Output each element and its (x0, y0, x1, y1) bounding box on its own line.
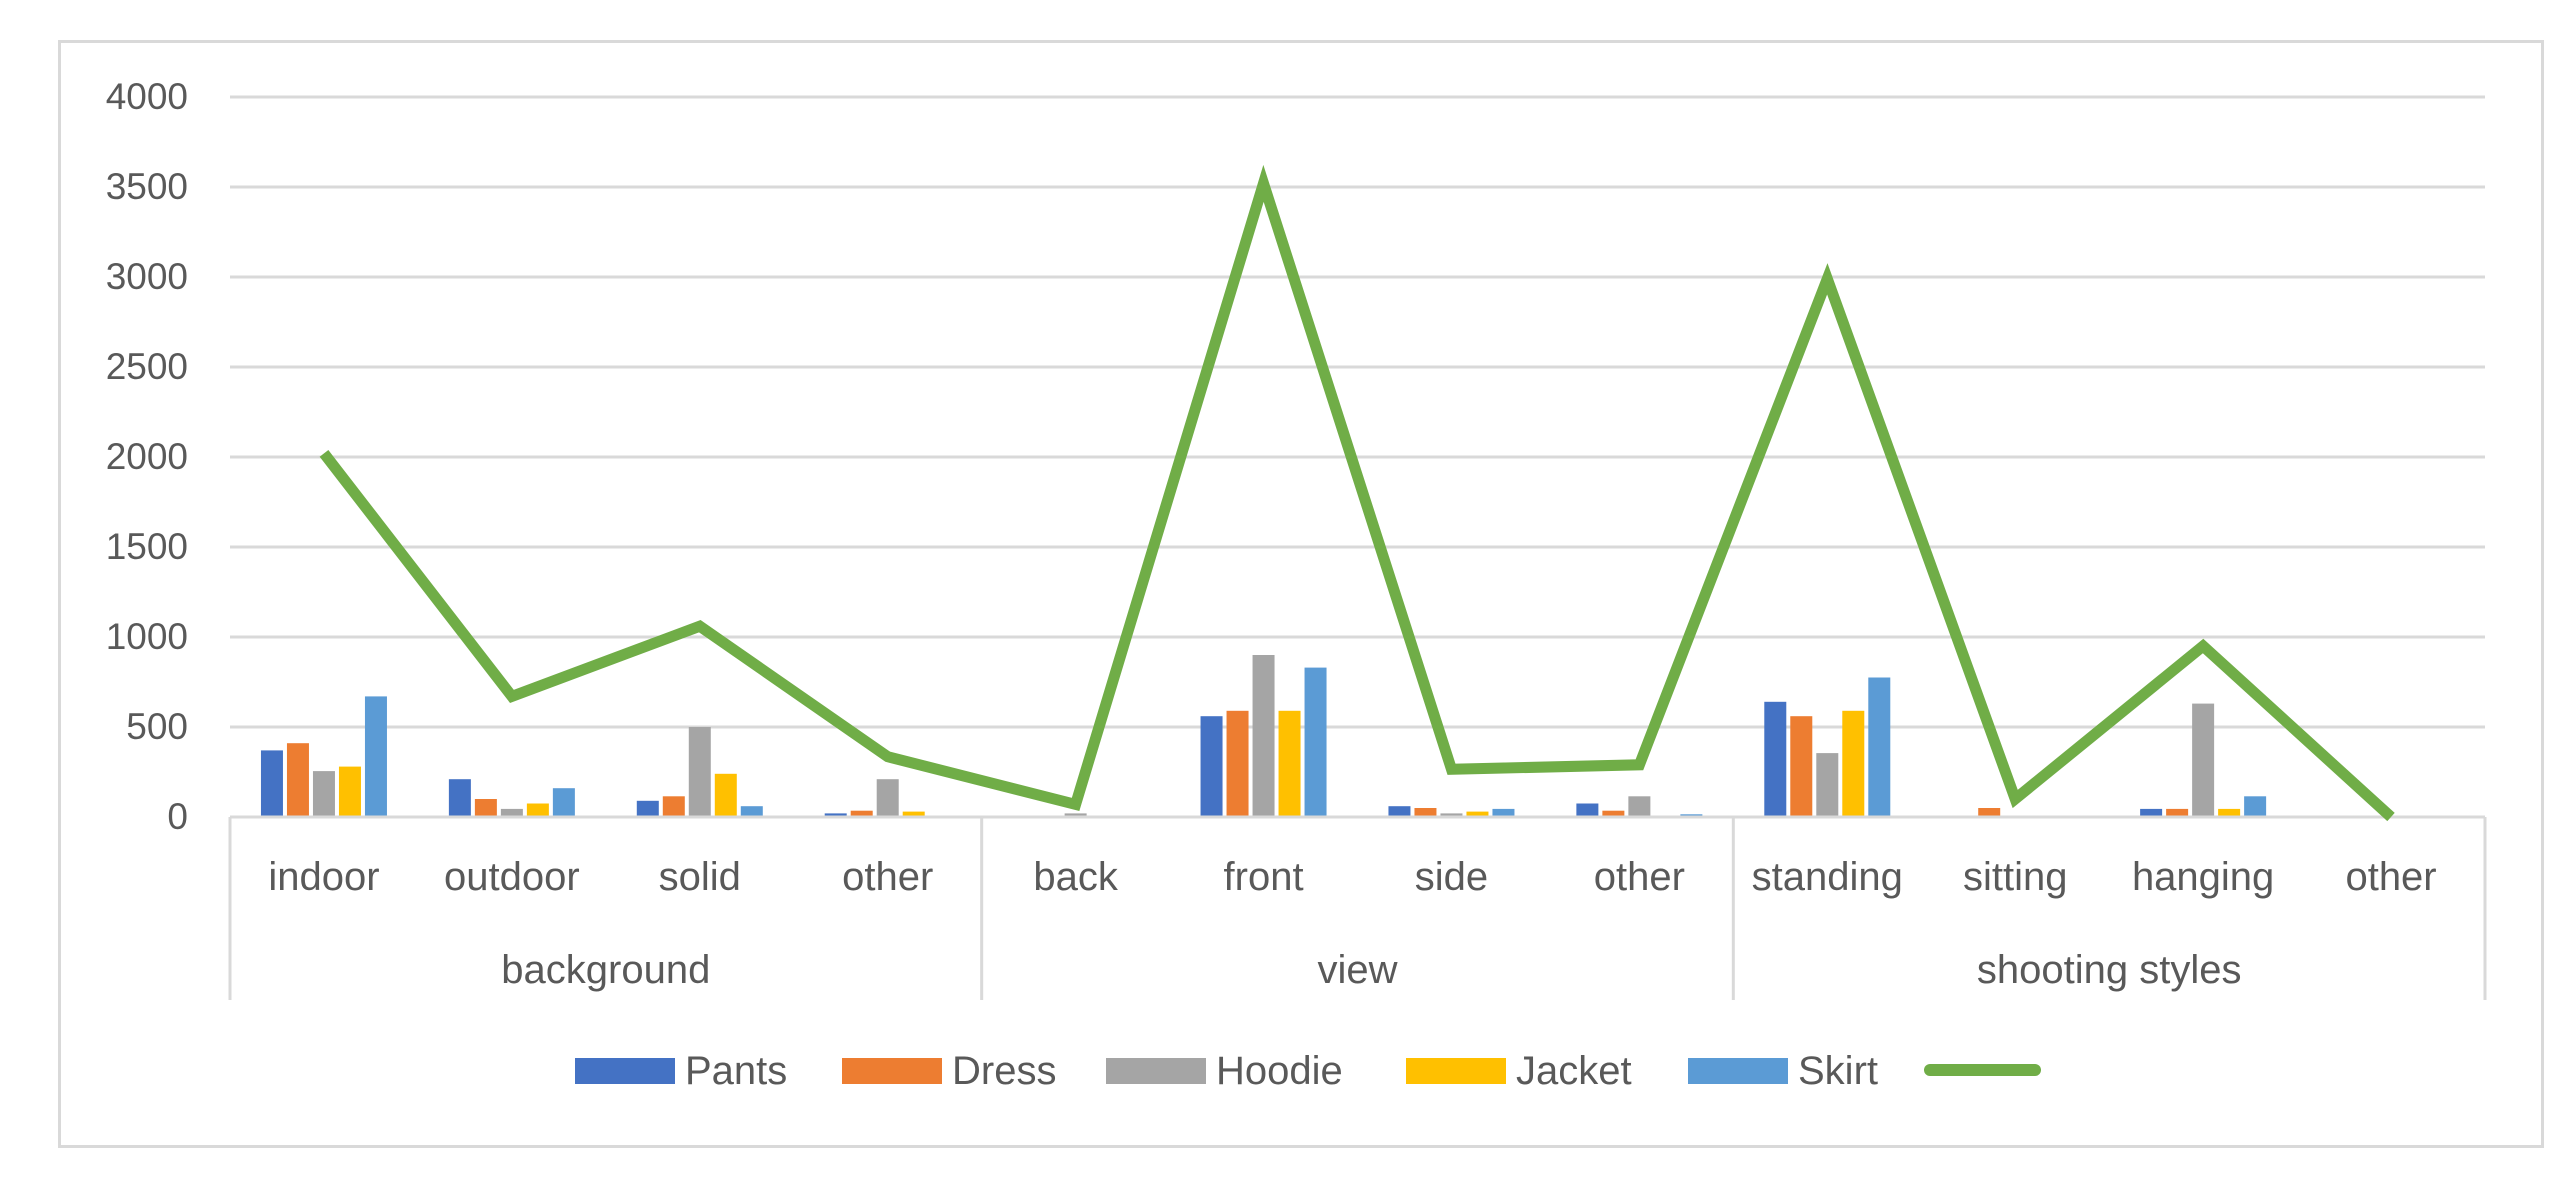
bar-hoodie-hanging (2192, 703, 2215, 817)
bar-skirt-standing (1868, 677, 1891, 817)
bar-pants-other (1576, 803, 1599, 817)
y-tick-label: 2000 (106, 436, 188, 477)
legend-swatch-pants (575, 1058, 675, 1084)
bar-skirt-indoor (364, 696, 387, 817)
y-tick-label: 1500 (106, 526, 188, 567)
bar-dress-solid (662, 796, 685, 817)
y-tick-label: 3000 (106, 256, 188, 297)
bars (260, 655, 2267, 817)
x-tick-label: standing (1752, 855, 1903, 899)
bar-hoodie-back (1064, 813, 1087, 817)
x-tick-label: other (1594, 855, 1685, 899)
bar-hoodie-other (876, 779, 899, 817)
bar-hoodie-standing (1816, 753, 1839, 817)
bar-hoodie-side (1440, 813, 1463, 817)
x-group-label: view (1317, 948, 1397, 992)
bar-skirt-side (1492, 808, 1515, 817)
legend-label: Jacket (1516, 1049, 1632, 1093)
bar-pants-standing (1764, 701, 1787, 817)
bar-jacket-hanging (2218, 808, 2241, 817)
bar-hoodie-other (1628, 796, 1651, 817)
bar-jacket-side (1466, 811, 1489, 817)
bar-jacket-other (902, 811, 925, 817)
bar-dress-side (1414, 808, 1437, 817)
bar-skirt-solid (740, 806, 763, 817)
x-group-label: background (501, 948, 710, 992)
x-group-label: shooting styles (1977, 948, 2242, 992)
x-tick-label: back (1033, 855, 1118, 899)
bar-jacket-front (1278, 710, 1301, 817)
bar-dress-other (850, 810, 873, 817)
bar-pants-hanging (2140, 808, 2163, 817)
bar-pants-indoor (260, 750, 283, 817)
y-axis-ticks: 0 500 1000 1500 2000 2500 3000 3500 4000 (106, 76, 188, 837)
legend-label: Hoodie (1216, 1049, 1343, 1093)
legend-swatch-hoodie (1106, 1058, 1206, 1084)
bar-dress-sitting (1978, 808, 2001, 817)
chart-frame (58, 40, 2544, 1148)
bar-hoodie-front (1252, 655, 1275, 817)
x-tick-label: outdoor (444, 855, 580, 899)
bar-skirt-outdoor (552, 788, 575, 817)
y-tick-label: 3500 (106, 166, 188, 207)
x-tick-label: sitting (1963, 855, 2068, 899)
bar-pants-outdoor (448, 779, 471, 817)
x-tick-label: front (1224, 855, 1304, 899)
legend-label: Dress (952, 1049, 1056, 1093)
y-tick-label: 0 (167, 796, 188, 837)
bar-jacket-standing (1842, 710, 1865, 817)
x-axis-categories: indoor outdoor solid other back front side othe… (268, 855, 2436, 899)
legend: Pants Dress Hoodie Jacket Skirt (575, 1049, 2041, 1093)
bar-dress-outdoor (474, 799, 497, 817)
x-axis-groups: background view shooting styles (501, 948, 2241, 992)
bar-jacket-indoor (338, 766, 361, 817)
legend-label: Pants (685, 1049, 787, 1093)
bar-dress-hanging (2166, 808, 2189, 817)
y-tick-label: 500 (126, 706, 188, 747)
legend-label: Skirt (1798, 1049, 1878, 1093)
bar-hoodie-solid (688, 727, 711, 817)
bar-skirt-front (1304, 667, 1327, 817)
bar-pants-other (824, 813, 847, 817)
x-tick-label: other (842, 855, 933, 899)
legend-swatch-jacket (1406, 1058, 1506, 1084)
line-series (319, 164, 2395, 822)
y-tick-label: 2500 (106, 346, 188, 387)
legend-swatch-skirt (1688, 1058, 1788, 1084)
gridlines (230, 95, 2485, 729)
total-line (319, 164, 2395, 822)
x-tick-label: other (2345, 855, 2436, 899)
x-tick-label: hanging (2132, 855, 2274, 899)
x-tick-label: indoor (268, 855, 379, 899)
bar-dress-standing (1790, 716, 1813, 817)
x-axis (228, 815, 2487, 1000)
bar-dress-front (1226, 710, 1249, 817)
bar-dress-indoor (286, 743, 309, 817)
bar-pants-front (1200, 716, 1223, 817)
bar-hoodie-outdoor (500, 808, 523, 817)
bar-jacket-solid (714, 773, 737, 817)
bar-jacket-outdoor (526, 803, 549, 817)
bar-dress-other (1602, 810, 1625, 817)
bar-pants-solid (636, 800, 659, 817)
y-tick-label: 4000 (106, 76, 188, 117)
bar-skirt-hanging (2244, 796, 2267, 817)
bar-pants-side (1388, 806, 1411, 817)
legend-swatch-dress (842, 1058, 942, 1084)
y-tick-label: 1000 (106, 616, 188, 657)
x-tick-label: solid (659, 855, 741, 899)
bar-hoodie-indoor (312, 771, 335, 817)
x-tick-label: side (1415, 855, 1488, 899)
